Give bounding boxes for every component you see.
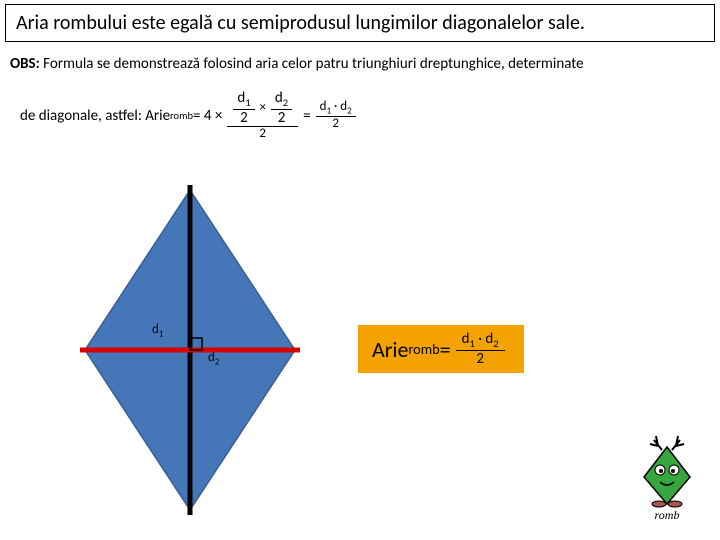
frac-d1-half: d1 2 × d2 2 2 — [227, 90, 298, 141]
arie-sub: romb — [408, 340, 439, 358]
mascot-antler-left — [650, 436, 662, 450]
mascot-label: romb — [655, 508, 680, 522]
main-formula-box: Arieromb = d1 · d2 2 — [358, 325, 524, 373]
frac-num-group: d1 2 × d2 2 — [227, 90, 298, 127]
obs-text-2a: de diagonale, astfel: Arie — [20, 107, 170, 125]
mascot-antler-right — [672, 436, 684, 450]
main-eq: = — [440, 336, 451, 363]
obs-text-1: Formula se demonstrează folosind aria ce… — [40, 55, 584, 73]
rhombus-diagram — [60, 180, 320, 520]
frac-result: d1 · d2 2 — [316, 100, 356, 132]
mascot: romb — [632, 432, 702, 522]
main-frac: d1 · d2 2 — [456, 331, 505, 367]
d1-label: d1 — [152, 322, 163, 340]
obs-sub-romb: romb — [170, 109, 193, 122]
arie-label: Arie — [372, 336, 408, 363]
mascot-foot-right — [668, 501, 682, 507]
mascot-foot-left — [652, 501, 666, 507]
obs-eq: = 4 × — [193, 107, 222, 125]
observation-line-2: de diagonale, astfel: Arieromb = 4 × d1 … — [20, 90, 361, 141]
theorem-text: Aria rombului este egală cu semiprodusul… — [16, 11, 585, 35]
mascot-body — [644, 447, 690, 504]
d2-label: d2 — [208, 350, 219, 368]
observation-line-1: OBS: Formula se demonstrează folosind ar… — [10, 55, 584, 73]
obs-prefix: OBS: — [10, 55, 40, 73]
theorem-box: Aria rombului este egală cu semiprodusul… — [5, 4, 715, 42]
obs-equals: = — [303, 107, 310, 125]
